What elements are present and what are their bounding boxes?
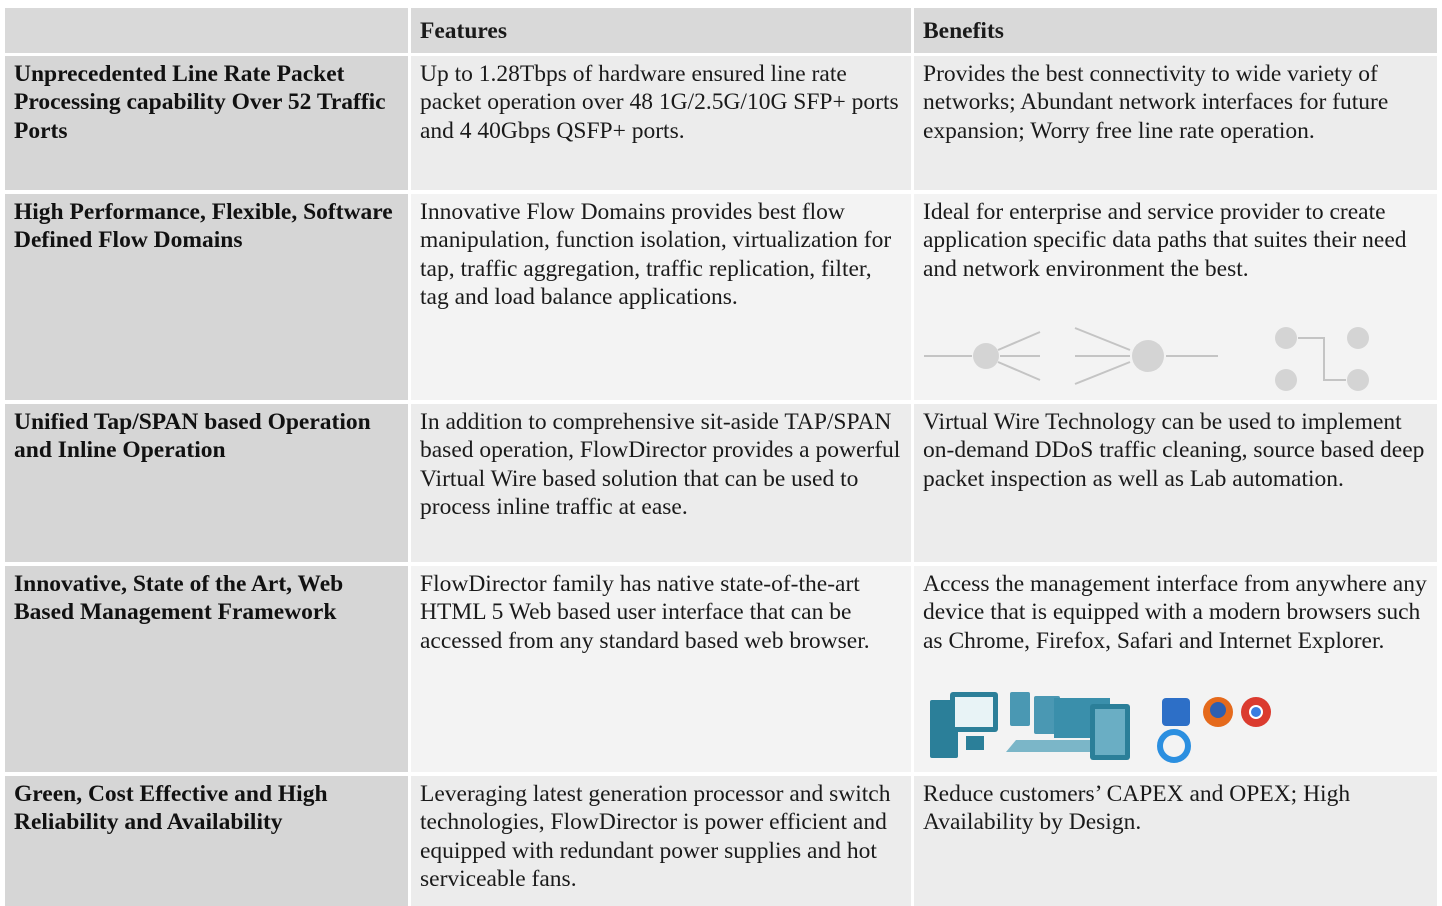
row-title: Unprecedented Line Rate Packet Processin… — [5, 56, 408, 190]
benefit-cell: Virtual Wire Technology can be used to i… — [914, 404, 1437, 562]
benefit-cell: Provides the best connectivity to wide v… — [914, 56, 1437, 190]
feature-cell: In addition to comprehensive sit-aside T… — [411, 404, 911, 562]
device-browser-icons — [930, 692, 1271, 763]
feature-cell: FlowDirector family has native state-of-… — [411, 566, 911, 772]
feature-cell: Up to 1.28Tbps of hardware ensured line … — [411, 56, 911, 190]
benefit-cell: Reduce customers’ CAPEX and OPEX; High A… — [914, 776, 1437, 906]
row-title: Green, Cost Effective and High Reliabili… — [5, 776, 408, 906]
header-cell: Benefits — [914, 8, 1437, 53]
row-title: Unified Tap/SPAN based Operation and Inl… — [5, 404, 408, 562]
header-cell: Features — [411, 8, 911, 53]
feature-cell: Innovative Flow Domains provides best fl… — [411, 194, 911, 400]
benefit-cell: Ideal for enterprise and service provide… — [914, 194, 1437, 400]
benefit-cell: Access the management interface from any… — [914, 566, 1437, 772]
row-title: Innovative, State of the Art, Web Based … — [5, 566, 408, 772]
row-title: High Performance, Flexible, Software Def… — [5, 194, 408, 400]
flow-diagram-icon — [924, 327, 1369, 391]
header-empty-cell — [5, 8, 408, 53]
feature-cell: Leveraging latest generation processor a… — [411, 776, 911, 906]
